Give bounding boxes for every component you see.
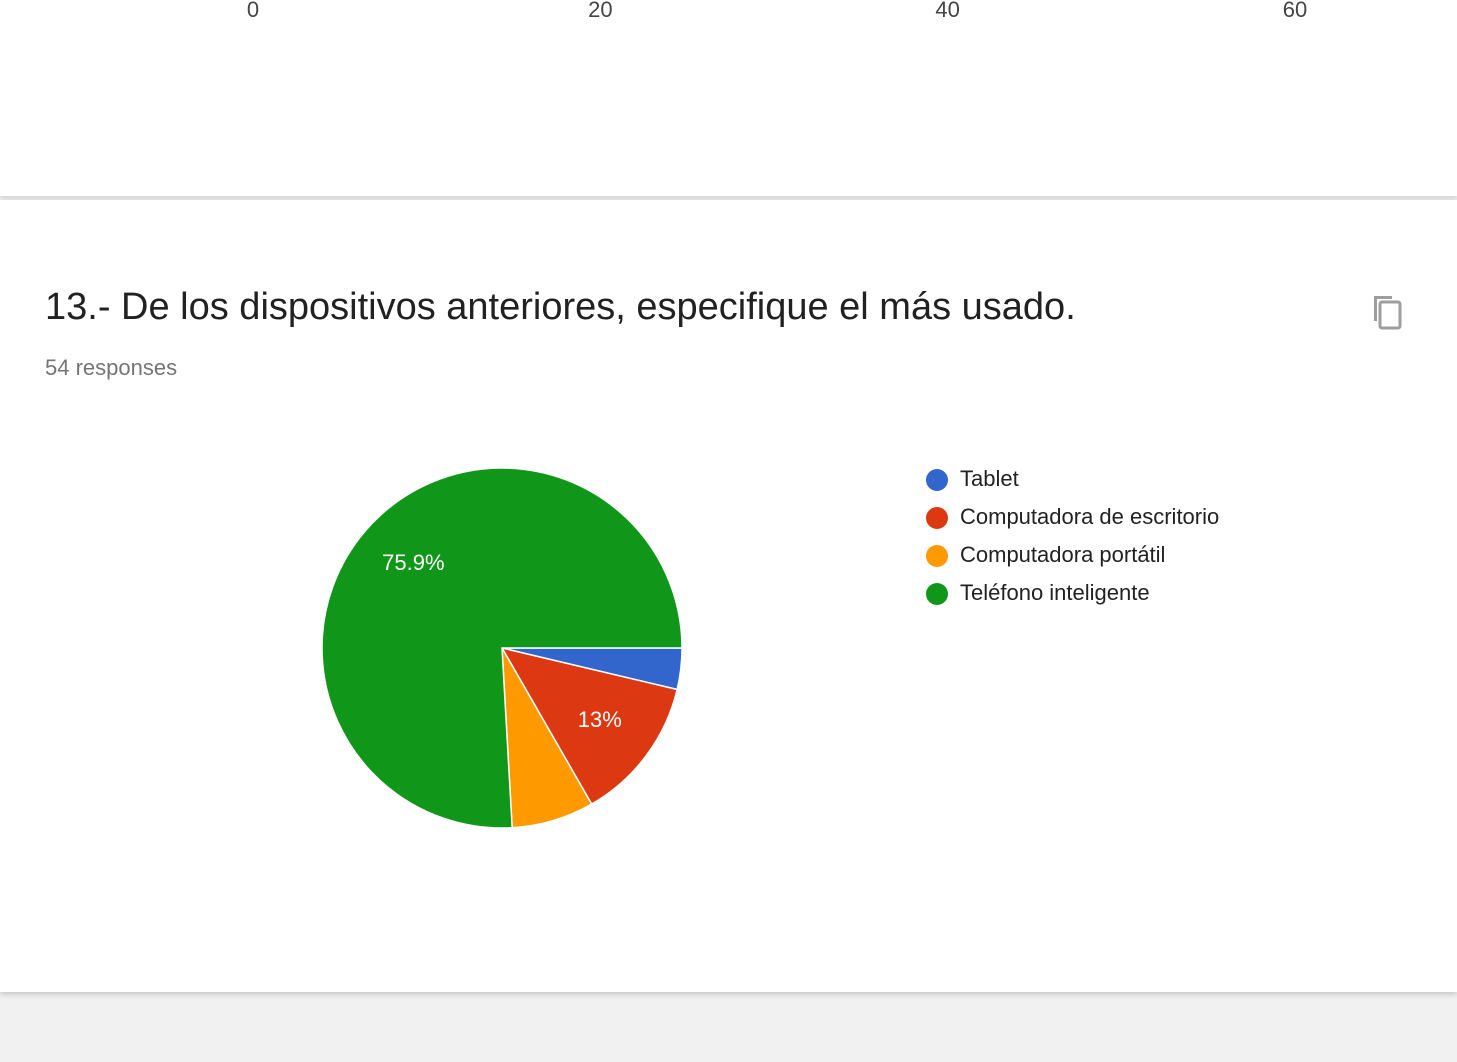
axis: 0 20 40 60	[247, 0, 1307, 22]
pie-chart: 13% 75.9% Tablet Computadora de escritorio C…	[321, 466, 1219, 829]
x-tick-label: 0	[247, 0, 259, 22]
slice-label: 75.9%	[382, 550, 444, 575]
question-title: 13.- De los dispositivos anteriores, esp…	[45, 286, 1076, 328]
x-tick-label: 20	[588, 0, 612, 22]
legend-label: Computadora portátil	[960, 542, 1165, 567]
slice-label: 13%	[578, 707, 622, 732]
legend-marker	[926, 507, 948, 529]
legend-marker	[926, 469, 948, 491]
legend-marker	[926, 545, 948, 567]
copy-icon[interactable]	[1368, 292, 1408, 336]
legend-marker	[926, 583, 948, 605]
pie-slice	[321, 467, 683, 829]
legend-label: Computadora de escritorio	[960, 504, 1219, 529]
previous-card: 0 20 40 60	[0, 0, 1457, 196]
legend-label: Teléfono inteligente	[960, 580, 1150, 605]
pie-slice	[500, 646, 679, 806]
x-tick-label: 60	[1283, 0, 1307, 22]
legend-label: Tablet	[960, 466, 1019, 491]
question-card: 13.- De los dispositivos anteriores, esp…	[0, 200, 1457, 992]
x-tick-label: 40	[935, 0, 959, 22]
response-count: 54 responses	[45, 355, 178, 380]
